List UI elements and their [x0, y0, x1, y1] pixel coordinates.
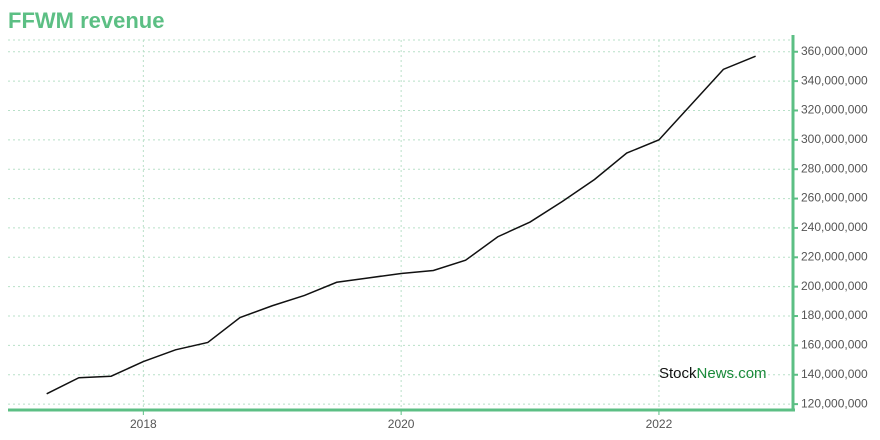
x-tick-label: 2020: [388, 417, 415, 431]
y-tick-label: 280,000,000: [801, 161, 868, 175]
y-tick-label: 140,000,000: [801, 367, 868, 381]
y-tick-label: 180,000,000: [801, 308, 868, 322]
chart-title: FFWM revenue: [8, 8, 164, 33]
y-tick-label: 240,000,000: [801, 220, 868, 234]
y-tick-label: 360,000,000: [801, 44, 868, 58]
y-tick-label: 200,000,000: [801, 279, 868, 293]
watermark-part: News.com: [697, 365, 767, 382]
y-tick-label: 160,000,000: [801, 338, 868, 352]
x-tick-label: 2022: [646, 417, 673, 431]
y-tick-label: 260,000,000: [801, 191, 868, 205]
y-tick-label: 320,000,000: [801, 103, 868, 117]
series-line: [46, 55, 756, 395]
x-tick-label: 2018: [130, 417, 157, 431]
y-tick-label: 120,000,000: [801, 396, 868, 410]
watermark: StockNews.com: [659, 365, 767, 382]
y-tick-label: 220,000,000: [801, 249, 868, 263]
watermark-part: Stock: [659, 365, 697, 382]
y-tick-label: 300,000,000: [801, 132, 868, 146]
y-tick-label: 340,000,000: [801, 73, 868, 87]
